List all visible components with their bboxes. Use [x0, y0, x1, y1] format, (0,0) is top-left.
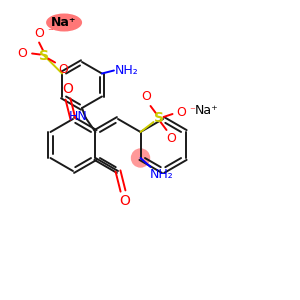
Text: O: O: [58, 63, 68, 76]
Text: Na⁺: Na⁺: [51, 16, 77, 29]
Text: Na⁺: Na⁺: [195, 103, 218, 116]
Text: O: O: [142, 91, 152, 103]
Text: O: O: [167, 133, 176, 146]
Text: S: S: [154, 111, 164, 125]
Text: HN: HN: [68, 110, 87, 122]
Text: O: O: [17, 47, 27, 60]
Text: ⁻: ⁻: [47, 28, 53, 38]
Text: S: S: [39, 49, 49, 62]
Text: NH₂: NH₂: [150, 169, 173, 182]
Text: O: O: [34, 27, 44, 40]
Text: O: O: [120, 194, 130, 208]
Text: NH₂: NH₂: [115, 64, 139, 77]
Text: O: O: [177, 106, 187, 118]
Ellipse shape: [46, 14, 82, 32]
Text: O: O: [62, 82, 74, 96]
Text: ⁻: ⁻: [190, 106, 195, 116]
Circle shape: [131, 149, 149, 167]
